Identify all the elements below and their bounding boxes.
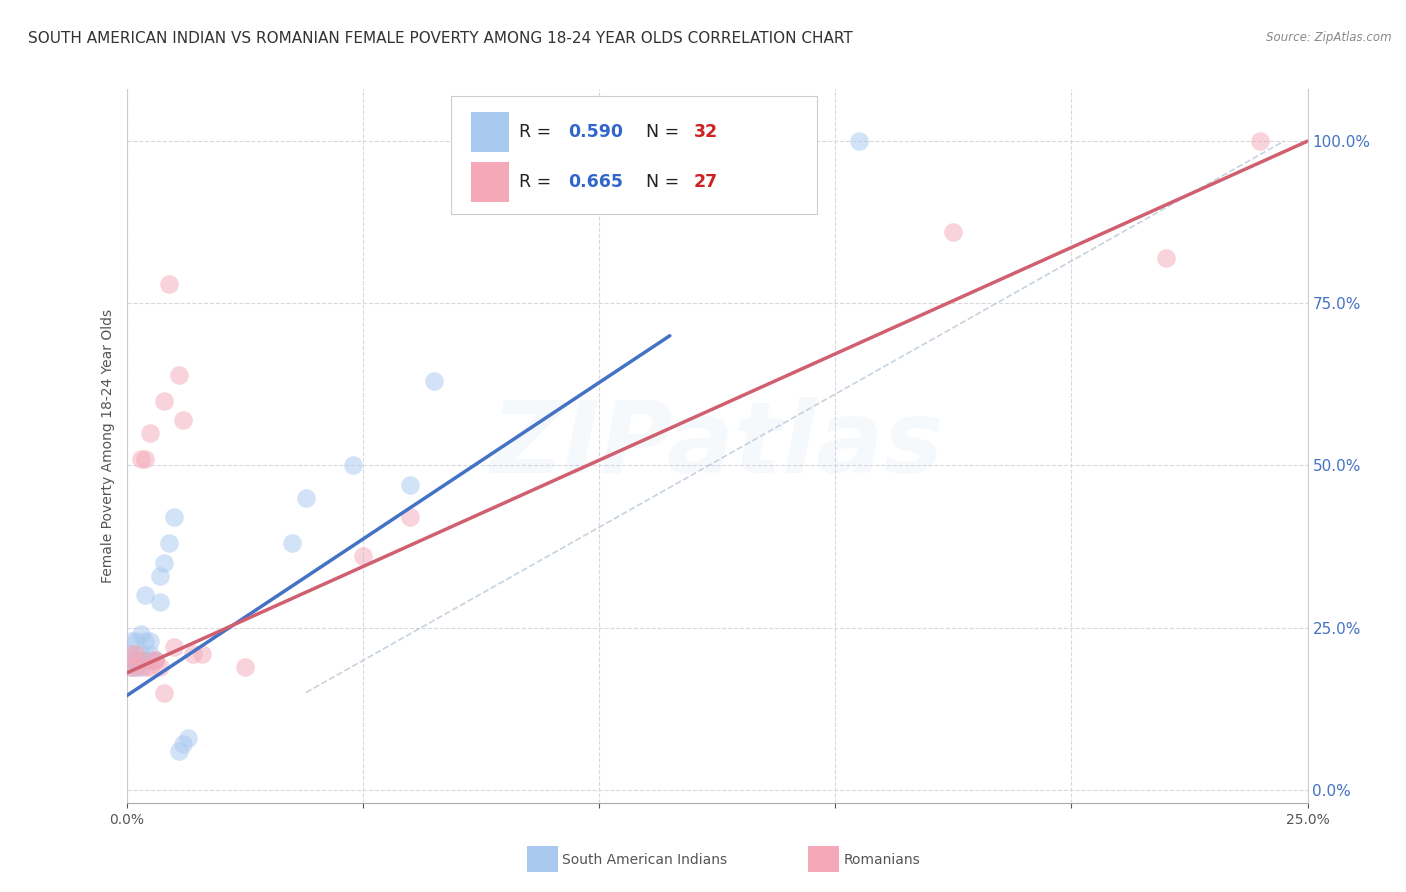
Point: [120, 633, 142, 648]
Text: SOUTH AMERICAN INDIAN VS ROMANIAN FEMALE POVERTY AMONG 18-24 YEAR OLDS CORRELATI: SOUTH AMERICAN INDIAN VS ROMANIAN FEMALE…: [28, 31, 853, 46]
Point: [281, 536, 304, 550]
Point: [134, 659, 156, 673]
Text: ZIPatlas: ZIPatlas: [491, 398, 943, 494]
Point: [163, 510, 186, 524]
Point: [143, 653, 166, 667]
Text: 32: 32: [693, 123, 717, 141]
Point: [129, 659, 152, 673]
Point: [120, 659, 142, 673]
Point: [139, 659, 162, 673]
Point: [177, 731, 200, 745]
Point: [139, 653, 162, 667]
Point: [153, 685, 176, 699]
Point: [129, 627, 152, 641]
Text: R =: R =: [519, 173, 557, 191]
Text: R =: R =: [519, 123, 557, 141]
Point: [233, 659, 256, 673]
Bar: [471, 162, 509, 202]
Point: [120, 653, 142, 667]
Y-axis label: Female Poverty Among 18-24 Year Olds: Female Poverty Among 18-24 Year Olds: [101, 309, 115, 583]
Text: 0.590: 0.590: [568, 123, 623, 141]
Point: [149, 659, 172, 673]
Point: [125, 659, 148, 673]
Point: [139, 425, 162, 440]
Point: [342, 458, 364, 473]
Point: [295, 491, 318, 505]
Point: [149, 568, 172, 582]
Point: [134, 633, 156, 648]
Point: [134, 452, 156, 467]
Point: [125, 647, 148, 661]
Text: 0.665: 0.665: [568, 173, 623, 191]
Point: [942, 225, 965, 239]
Text: South American Indians: South American Indians: [562, 853, 727, 867]
Point: [125, 653, 148, 667]
Point: [134, 653, 156, 667]
Point: [153, 393, 176, 408]
Bar: [471, 112, 509, 152]
Point: [143, 653, 166, 667]
Point: [125, 633, 148, 648]
Point: [172, 738, 194, 752]
Point: [120, 647, 142, 661]
Point: [191, 647, 214, 661]
Point: [399, 478, 422, 492]
Point: [399, 510, 422, 524]
Point: [129, 452, 152, 467]
Point: [129, 653, 152, 667]
Text: N =: N =: [647, 173, 685, 191]
Point: [129, 653, 152, 667]
Point: [181, 647, 204, 661]
Text: Source: ZipAtlas.com: Source: ZipAtlas.com: [1267, 31, 1392, 45]
Point: [153, 556, 176, 570]
Point: [139, 647, 162, 661]
Point: [1154, 251, 1177, 265]
Point: [172, 413, 194, 427]
Text: Romanians: Romanians: [844, 853, 921, 867]
Text: N =: N =: [647, 123, 685, 141]
Text: 27: 27: [693, 173, 717, 191]
Point: [125, 659, 148, 673]
Point: [848, 134, 870, 148]
Point: [352, 549, 374, 564]
Point: [157, 277, 180, 291]
Point: [120, 659, 142, 673]
Point: [163, 640, 186, 654]
Point: [134, 588, 156, 602]
Point: [167, 368, 190, 382]
Point: [143, 653, 166, 667]
Point: [422, 374, 444, 388]
Point: [139, 633, 162, 648]
Point: [157, 536, 180, 550]
Point: [167, 744, 190, 758]
Point: [129, 647, 152, 661]
Point: [149, 595, 172, 609]
Point: [1249, 134, 1271, 148]
FancyBboxPatch shape: [451, 96, 817, 214]
Point: [120, 647, 142, 661]
